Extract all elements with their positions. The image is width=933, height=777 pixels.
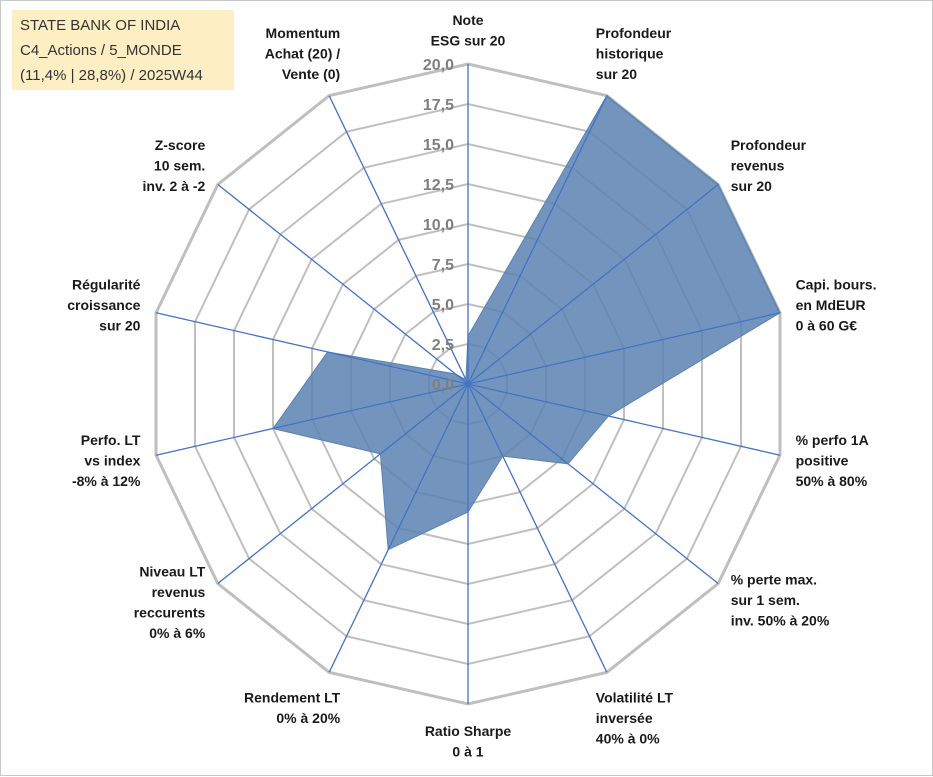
tick-label: 0,0 bbox=[432, 377, 454, 394]
axis-label-line: inv. 2 à -2 bbox=[143, 178, 206, 194]
axis-label-line: Perfo. LT bbox=[81, 432, 141, 448]
axis-spoke bbox=[328, 95, 469, 385]
axis-label-line: revenus bbox=[731, 158, 785, 174]
axis-spoke bbox=[328, 383, 469, 673]
axis-spoke bbox=[467, 383, 719, 585]
axis-label: Perfo. LT vs index -8% à 12% bbox=[72, 432, 141, 489]
axis-label-line: inv. 50% à 20% bbox=[731, 612, 830, 628]
axis-spoke bbox=[467, 383, 608, 673]
data-point bbox=[379, 453, 382, 455]
axis-label: Momentum Achat (20) / Vente (0) bbox=[265, 25, 341, 82]
axis-label: % perte max. sur 1 sem. inv. 50% à 20% bbox=[731, 571, 830, 628]
axis-label-line: 0% à 6% bbox=[149, 625, 206, 641]
title-company: STATE BANK OF INDIA bbox=[20, 17, 181, 34]
axis-label-line: positive bbox=[796, 452, 849, 468]
axis-label-line: sur 20 bbox=[731, 178, 772, 194]
axis-label-line: 50% à 80% bbox=[796, 473, 868, 489]
axis-label-line: sur 20 bbox=[596, 66, 637, 82]
axis-label: Note ESG sur 20 bbox=[431, 12, 506, 49]
axis-spoke bbox=[467, 383, 781, 456]
data-point bbox=[467, 335, 469, 337]
axis-label-line: 0% à 20% bbox=[276, 710, 340, 726]
data-point bbox=[779, 311, 781, 314]
axis-label-line: Momentum bbox=[266, 25, 341, 41]
axis-label-line: croissance bbox=[67, 297, 140, 313]
axis-label: Profondeur historique sur 20 bbox=[596, 25, 672, 82]
axis-label: Régularité croissance sur 20 bbox=[67, 277, 140, 334]
tick-label: 2,5 bbox=[432, 337, 454, 354]
axis-spoke bbox=[155, 312, 469, 385]
axis-label-line: 0 à 60 G€ bbox=[796, 318, 858, 334]
axis-label-line: 0 à 1 bbox=[452, 744, 483, 760]
axis-label-line: Achat (20) / bbox=[265, 45, 341, 61]
axis-label: Z-score 10 sem. inv. 2 à -2 bbox=[143, 137, 206, 194]
tick-label: 15,0 bbox=[423, 137, 454, 154]
axis-label-line: Capi. bours. bbox=[796, 277, 877, 293]
axis-label-line: revenus bbox=[152, 584, 206, 600]
axis-label-line: -8% à 12% bbox=[72, 473, 141, 489]
axis-label-line: inversée bbox=[596, 710, 653, 726]
data-point bbox=[465, 378, 467, 381]
tick-label: 5,0 bbox=[432, 297, 454, 314]
axis-label-line: Z-score bbox=[155, 137, 206, 153]
axis-spoke bbox=[467, 95, 608, 385]
axis-label-line: sur 20 bbox=[99, 318, 140, 334]
axis-label-line: % perfo 1A bbox=[796, 432, 869, 448]
axis-label-line: Niveau LT bbox=[139, 564, 205, 580]
axis-label-line: % perte max. bbox=[731, 571, 817, 587]
data-point bbox=[717, 183, 719, 186]
data-point bbox=[607, 415, 610, 417]
tick-label: 17,5 bbox=[423, 97, 454, 114]
axis-label: % perfo 1A positive 50% à 80% bbox=[796, 432, 869, 489]
axis-spoke bbox=[467, 312, 781, 385]
data-point bbox=[272, 427, 274, 430]
axis-label: Volatilité LT inversée 40% à 0% bbox=[596, 690, 674, 747]
data-point bbox=[567, 463, 569, 465]
tick-label: 20,0 bbox=[423, 57, 454, 74]
axis-label-line: Note bbox=[452, 12, 483, 28]
chart-title-box: STATE BANK OF INDIA C4_Actions / 5_MONDE… bbox=[12, 10, 234, 90]
axis-label-line: ESG sur 20 bbox=[431, 33, 506, 49]
axis-label-line: en MdEUR bbox=[796, 297, 866, 313]
axis-spoke bbox=[467, 183, 719, 385]
axis-label: Niveau LT revenus reccurents 0% à 6% bbox=[134, 564, 206, 642]
axis-label-line: Profondeur bbox=[731, 137, 807, 153]
axis-label-line: historique bbox=[596, 45, 664, 61]
axis-label-line: sur 1 sem. bbox=[731, 592, 800, 608]
tick-label: 12,5 bbox=[423, 177, 454, 194]
axis-label-line: Régularité bbox=[72, 277, 141, 293]
axis-label-line: Volatilité LT bbox=[596, 690, 674, 706]
axis-label: Capi. bours. en MdEUR 0 à 60 G€ bbox=[796, 277, 877, 334]
data-point bbox=[606, 94, 608, 97]
axis-label-line: Ratio Sharpe bbox=[425, 723, 512, 739]
axis-label: Ratio Sharpe 0 à 1 bbox=[425, 723, 512, 760]
data-point bbox=[387, 548, 389, 551]
axis-spoke bbox=[155, 383, 469, 456]
axis-label-line: Rendement LT bbox=[244, 690, 341, 706]
data-point bbox=[467, 511, 469, 513]
data-point bbox=[501, 455, 504, 457]
axis-spoke bbox=[217, 383, 469, 585]
axis-label: Profondeur revenus sur 20 bbox=[731, 137, 807, 194]
title-category: C4_Actions / 5_MONDE bbox=[20, 42, 182, 59]
axis-label-line: Profondeur bbox=[596, 25, 672, 41]
title-stats: (11,4% | 28,8%) / 2025W44 bbox=[20, 67, 203, 84]
tick-label: 10,0 bbox=[423, 217, 454, 234]
axis-label-line: reccurents bbox=[134, 605, 206, 621]
axis-label: Rendement LT 0% à 20% bbox=[244, 690, 341, 727]
axis-label-line: Vente (0) bbox=[282, 66, 340, 82]
data-area bbox=[272, 94, 781, 551]
axis-label-line: vs index bbox=[84, 452, 140, 468]
axis-spoke bbox=[217, 183, 469, 385]
axis-label-line: 10 sem. bbox=[154, 158, 205, 174]
data-point bbox=[454, 373, 457, 375]
tick-label: 7,5 bbox=[432, 257, 454, 274]
axis-label-line: 40% à 0% bbox=[596, 731, 660, 747]
data-point bbox=[326, 351, 329, 353]
